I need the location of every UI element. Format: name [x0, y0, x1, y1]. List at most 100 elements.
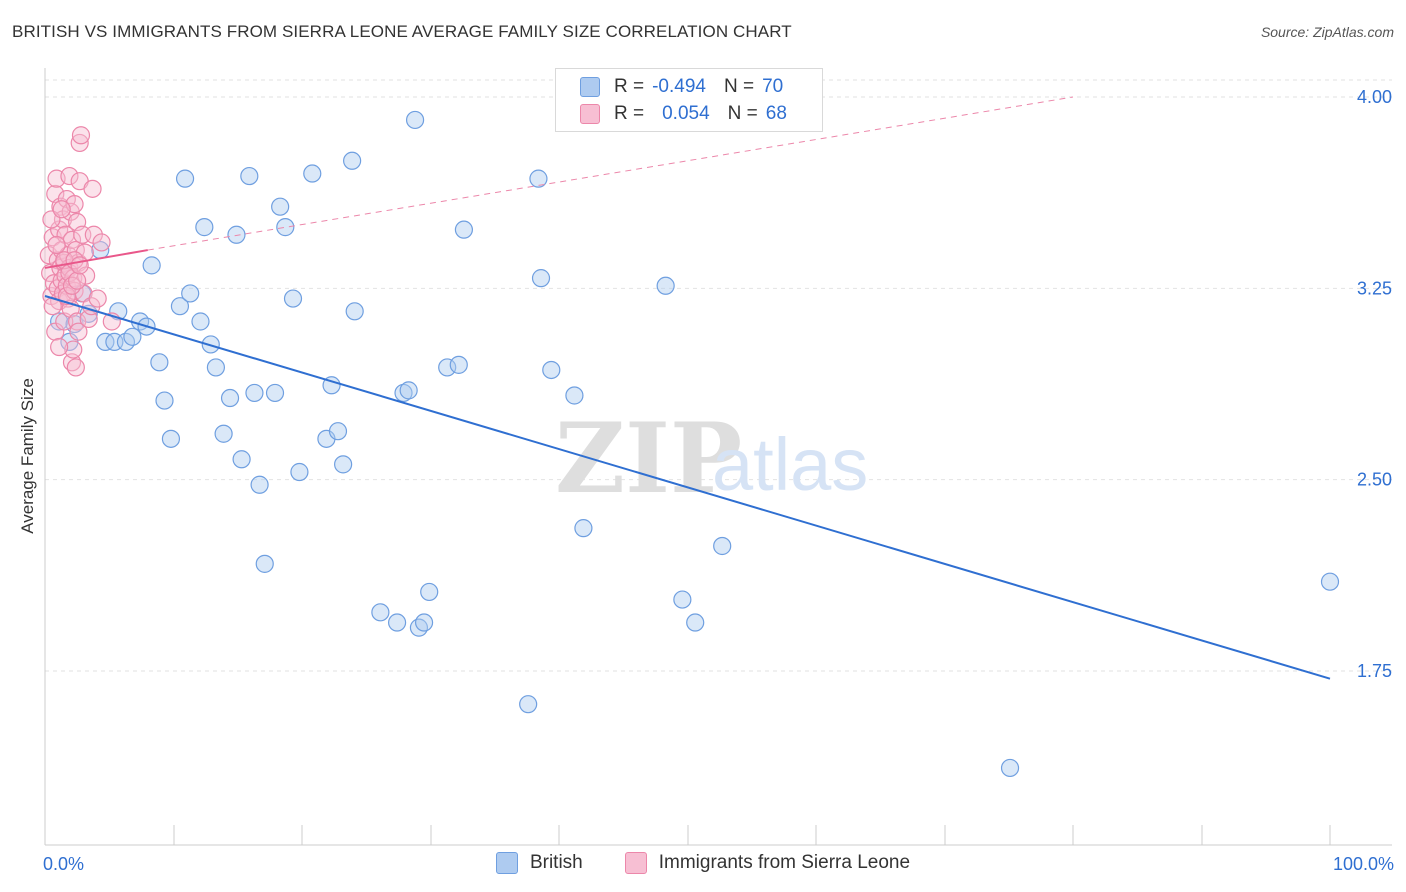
legend-item-british: British: [495, 852, 583, 874]
trend-lines: [44, 96, 1331, 680]
watermark-atlas: atlas: [712, 423, 868, 506]
series-legend: British Immigrants from Sierra Leone: [0, 852, 1406, 874]
sierra-leone-trend-extension: [147, 96, 1074, 251]
british-point: [574, 519, 593, 538]
data-points: [39, 110, 1340, 778]
british-point: [232, 450, 251, 469]
british-point: [161, 429, 181, 448]
legend-n-label: N =: [727, 103, 758, 124]
y-tick-label: 2.50: [1357, 470, 1392, 490]
legend-swatch-british: [580, 77, 600, 97]
legend-n-value: 68: [765, 103, 787, 124]
british-point: [255, 554, 274, 573]
british-point: [220, 388, 240, 408]
british-point: [656, 276, 675, 295]
british-point: [542, 360, 561, 380]
axes: [44, 68, 1392, 846]
sierra-leone-point: [50, 337, 69, 357]
sierra-leone-point: [62, 276, 82, 295]
british-point: [345, 302, 364, 321]
chart-title: BRITISH VS IMMIGRANTS FROM SIERRA LEONE …: [12, 22, 792, 41]
british-point: [195, 218, 214, 237]
british-point: [240, 166, 259, 186]
legend-row-sierra-leone: R = 0.054 N = 68: [580, 103, 787, 125]
british-point: [175, 169, 195, 188]
x-tick-label-max: 100.0%: [1333, 854, 1394, 874]
sierra-leone-point: [88, 289, 107, 308]
sierra-leone-point: [68, 271, 87, 290]
british-point: [394, 383, 413, 403]
source-credit: Source: ZipAtlas.com: [1260, 24, 1394, 40]
legend-label-british: British: [529, 852, 583, 873]
y-tick-label: 4.00: [1357, 87, 1392, 107]
y-tick-label: 1.75: [1357, 661, 1392, 681]
british-point: [414, 613, 434, 632]
watermark-zip: ZIP: [555, 402, 742, 515]
british-point: [150, 353, 169, 372]
y-tick-label: 3.25: [1357, 278, 1392, 298]
sierra-leone-point: [70, 133, 89, 153]
sierra-leone-point: [46, 322, 65, 341]
british-point: [271, 197, 290, 216]
british-point: [405, 110, 425, 130]
sierra-leone-trend-line: [44, 249, 148, 269]
british-point: [371, 603, 390, 622]
british-point: [290, 462, 309, 482]
british-point: [454, 220, 474, 239]
y-axis-label: Average Family Size: [18, 378, 37, 534]
legend-label-sierra-leone: Immigrants from Sierra Leone: [658, 852, 911, 873]
stats-legend: R = -0.494 N = 70 R = 0.054 N = 68: [555, 68, 823, 132]
sierra-leone-point: [52, 200, 71, 219]
sierra-leone-point: [64, 340, 83, 359]
british-point: [529, 169, 548, 188]
british-point: [531, 269, 551, 288]
british-trend-line: [44, 295, 1331, 680]
sierra-leone-point: [60, 166, 79, 186]
sierra-leone-point: [83, 179, 102, 198]
british-point: [673, 590, 692, 609]
british-point: [303, 164, 322, 183]
british-point: [283, 289, 303, 308]
british-point: [343, 151, 362, 170]
british-point: [399, 381, 418, 400]
sierra-leone-point: [69, 322, 88, 341]
british-point: [227, 225, 246, 244]
british-point: [328, 422, 348, 441]
x-tick-label-min: 0.0%: [43, 854, 84, 874]
british-point: [206, 358, 226, 377]
legend-row-british: R = -0.494 N = 70: [580, 76, 783, 98]
sierra-leone-point: [84, 225, 103, 244]
legend-n-value: 70: [762, 76, 784, 97]
british-point: [713, 536, 732, 556]
british-point: [142, 256, 161, 275]
legend-r-value: -0.494: [652, 76, 706, 97]
sierra-leone-point: [66, 358, 85, 377]
tick-labels: 4.00 3.25 2.50 1.75 0.0% 100.0%: [43, 87, 1394, 874]
legend-r-value: 0.054: [662, 103, 710, 124]
british-point: [50, 312, 69, 331]
british-point: [276, 218, 295, 237]
british-point: [214, 424, 233, 443]
sierra-leone-point: [70, 256, 89, 275]
british-point: [1320, 572, 1340, 591]
british-point: [265, 383, 285, 403]
british-point: [123, 327, 142, 346]
british-point: [409, 618, 429, 637]
legend-swatch-sierra-leone: [580, 104, 600, 124]
british-point: [191, 312, 210, 331]
british-point: [686, 613, 705, 632]
legend-r-label: R =: [614, 103, 645, 124]
british-point: [245, 383, 264, 403]
legend-item-sierra-leone: Immigrants from Sierra Leone: [624, 852, 911, 874]
british-point: [155, 391, 174, 410]
british-point: [565, 386, 584, 405]
british-point: [387, 613, 407, 632]
british-point: [420, 582, 439, 602]
legend-swatch-british: [495, 852, 518, 874]
sierra-leone-point: [92, 233, 111, 252]
british-point: [519, 695, 538, 714]
british-point: [449, 355, 468, 374]
sierra-leone-point: [71, 126, 91, 145]
